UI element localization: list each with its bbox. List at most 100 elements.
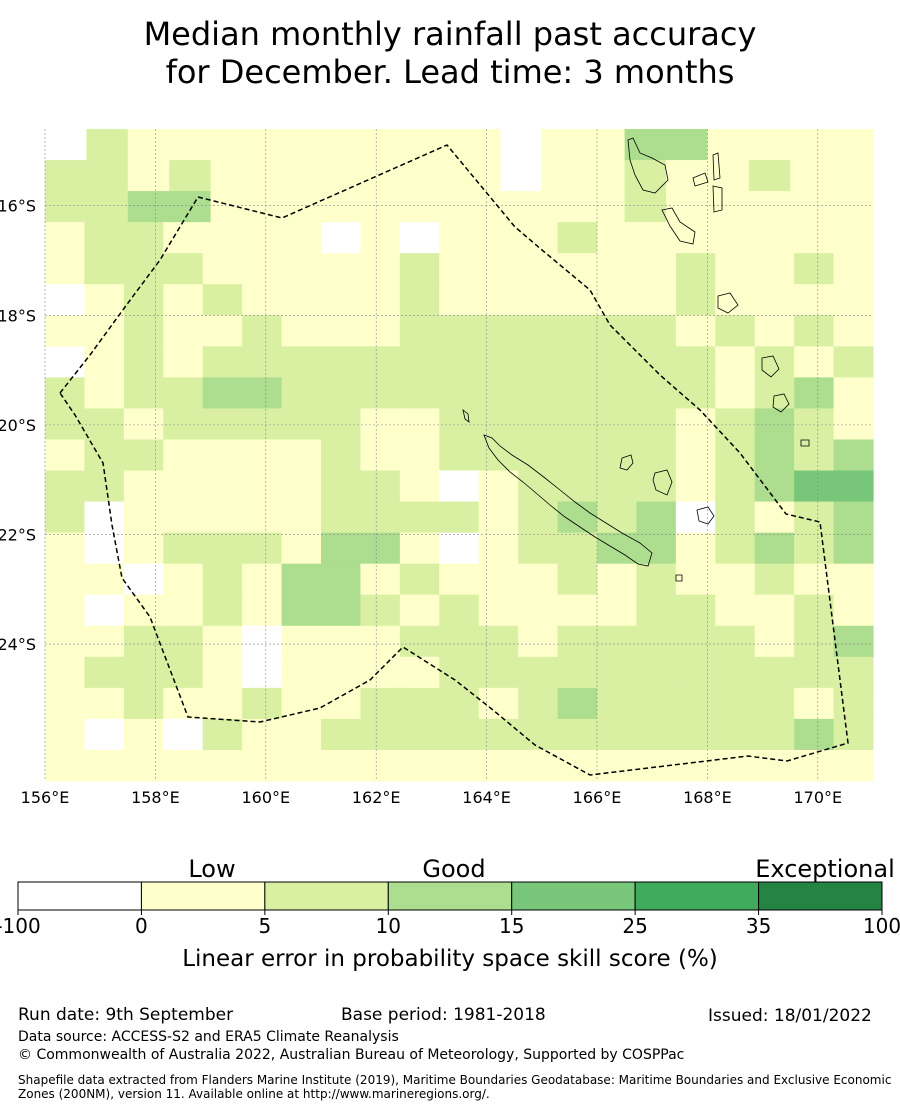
grid-cell <box>583 191 626 223</box>
grid-cell <box>45 222 86 254</box>
grid-cell <box>636 284 677 316</box>
grid-cell <box>84 687 125 720</box>
grid-cell <box>636 718 677 751</box>
longitude-label: 156°E <box>21 788 70 807</box>
grid-cell <box>45 718 86 751</box>
grid-cell <box>715 439 756 472</box>
grid-cell <box>242 532 283 565</box>
grid-cell <box>360 408 401 441</box>
grid-cell <box>478 315 519 347</box>
island-vanuatu-1 <box>627 137 669 194</box>
grid-cell <box>202 749 243 782</box>
grid-cell <box>334 129 377 161</box>
grid-cell <box>790 129 833 161</box>
grid-cell <box>715 501 756 534</box>
grid-cell <box>597 408 638 441</box>
grid-cell <box>45 532 86 565</box>
grid-cell <box>399 346 440 378</box>
grid-cell <box>675 346 716 378</box>
grid-cell <box>321 253 362 285</box>
grid-cell <box>833 501 874 534</box>
grid-cell <box>242 346 283 378</box>
grid-cell <box>163 315 204 347</box>
colorbar-swatch <box>387 881 513 911</box>
grid-cell <box>439 377 480 410</box>
grid-cell <box>715 346 756 378</box>
grid-cell <box>790 160 833 192</box>
grid-cell <box>833 656 874 689</box>
island-loyalty-1 <box>619 454 634 471</box>
latitude-label: 24°S <box>0 635 36 654</box>
grid-cell <box>541 129 584 161</box>
grid-cell <box>169 129 212 161</box>
grid-cell <box>833 563 874 596</box>
grid-cell <box>399 625 440 658</box>
grid-cell <box>360 439 401 472</box>
grid-cell <box>417 160 460 192</box>
grid-cell <box>636 253 677 285</box>
grid-cell <box>754 718 795 751</box>
grid-cell <box>518 408 559 441</box>
grid-cell <box>459 191 501 223</box>
grid-cell <box>163 749 204 782</box>
grid-cell <box>557 594 598 627</box>
grid-cell <box>84 656 125 689</box>
grid-cell <box>376 160 419 192</box>
grid-cell <box>360 687 401 720</box>
grid-cell <box>163 656 204 689</box>
grid-cell <box>399 532 440 565</box>
grid-cell <box>439 346 480 378</box>
grid-cell <box>597 284 638 316</box>
grid-cell <box>518 594 559 627</box>
grid-cell <box>833 253 874 285</box>
colorbar-axis-label: Linear error in probability space skill … <box>182 946 718 972</box>
grid-cell <box>794 532 835 565</box>
grid-cell <box>252 160 294 192</box>
grid-cell <box>84 315 125 347</box>
grid-cell <box>127 129 170 161</box>
grid-cell <box>360 470 401 503</box>
grid-cell <box>794 346 835 378</box>
grid-cell <box>242 315 283 347</box>
grid-cell <box>399 501 440 534</box>
latitude-label: 20°S <box>0 416 36 435</box>
grid-cell <box>439 315 480 347</box>
grid-cell <box>439 625 480 658</box>
grid-cell <box>748 160 791 192</box>
grid-cell <box>597 563 638 596</box>
grid-cell <box>833 687 874 720</box>
latitude-label: 22°S <box>0 525 36 544</box>
island-matthew <box>800 439 810 447</box>
shapefile-credit: Shapefile data extracted from Flanders M… <box>18 1073 892 1101</box>
grid-cell <box>321 470 362 503</box>
grid-cell <box>754 284 795 316</box>
grid-cell <box>321 656 362 689</box>
grid-cell <box>794 439 835 472</box>
grid-cell <box>281 346 322 378</box>
grid-cell <box>636 656 677 689</box>
grid-cell <box>478 501 519 534</box>
grid-cell <box>833 377 874 410</box>
grid-cell <box>202 346 243 378</box>
grid-cell <box>123 377 164 410</box>
grid-cell <box>754 656 795 689</box>
grid-cell <box>715 377 756 410</box>
grid-cell <box>417 191 460 223</box>
grid-cell <box>202 253 243 285</box>
colorbar-swatch <box>511 881 636 911</box>
grid-cell <box>557 315 598 347</box>
grid-cell <box>321 315 362 347</box>
island-loyalty-2 <box>652 469 673 496</box>
grid-cell <box>45 687 86 720</box>
grid-cell <box>715 594 756 627</box>
grid-cell <box>675 656 716 689</box>
grid-cell <box>439 408 480 441</box>
island-vanuatu-8 <box>772 393 790 413</box>
grid-cell <box>790 191 833 223</box>
latitude-label: 18°S <box>0 306 36 325</box>
grid-cell <box>84 253 125 285</box>
grid-cell <box>242 501 283 534</box>
grid-cell <box>636 687 677 720</box>
grid-cell <box>86 129 129 161</box>
grid-cell <box>675 687 716 720</box>
